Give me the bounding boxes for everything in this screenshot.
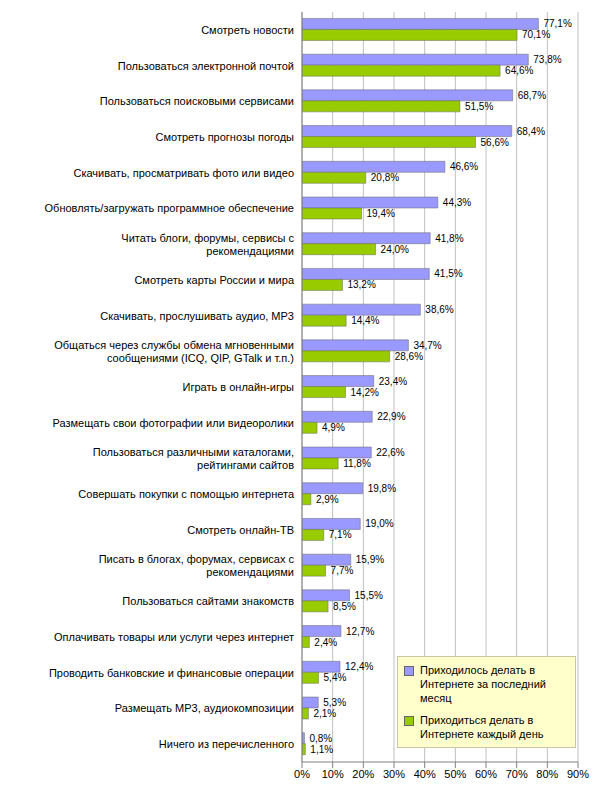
svg-text:41,8%: 41,8% — [435, 233, 463, 244]
svg-text:Проводить банковские и финансо: Проводить банковские и финансовые операц… — [49, 667, 294, 679]
svg-text:Пользоваться сайтами знакомств: Пользоваться сайтами знакомств — [122, 595, 294, 607]
svg-text:80%: 80% — [536, 768, 558, 780]
svg-text:13,2%: 13,2% — [347, 279, 375, 290]
svg-text:46,6%: 46,6% — [450, 161, 478, 172]
svg-text:2,4%: 2,4% — [314, 637, 337, 648]
svg-text:Общаться через службы обмена м: Общаться через службы обмена мгновенными… — [54, 339, 294, 364]
svg-text:70%: 70% — [506, 768, 528, 780]
svg-text:70,1%: 70,1% — [522, 29, 550, 40]
svg-text:Пользоваться различными катало: Пользоваться различными каталогами,рейти… — [93, 446, 294, 471]
svg-text:Смотреть онлайн-ТВ: Смотреть онлайн-ТВ — [187, 524, 294, 536]
svg-text:38,6%: 38,6% — [425, 304, 453, 315]
svg-text:5,4%: 5,4% — [324, 672, 347, 683]
svg-text:Смотреть карты России и мира: Смотреть карты России и мира — [134, 274, 295, 286]
svg-text:Смотреть прогнозы погоды: Смотреть прогнозы погоды — [156, 131, 295, 143]
svg-text:34,7%: 34,7% — [413, 340, 441, 351]
svg-text:40%: 40% — [414, 768, 436, 780]
svg-text:50%: 50% — [444, 768, 466, 780]
svg-text:44,3%: 44,3% — [443, 197, 471, 208]
svg-text:1,1%: 1,1% — [310, 744, 333, 755]
svg-text:60%: 60% — [475, 768, 497, 780]
svg-text:2,1%: 2,1% — [313, 708, 336, 719]
svg-text:14,2%: 14,2% — [351, 387, 379, 398]
svg-text:7,1%: 7,1% — [329, 529, 352, 540]
svg-text:0%: 0% — [294, 768, 310, 780]
svg-text:Обновлять/загружать программно: Обновлять/загружать программное обеспече… — [45, 202, 294, 214]
svg-text:56,6%: 56,6% — [481, 137, 509, 148]
svg-text:20,8%: 20,8% — [371, 172, 399, 183]
svg-text:28,6%: 28,6% — [395, 351, 423, 362]
svg-text:8,5%: 8,5% — [333, 601, 356, 612]
svg-text:Скачивать, прослушивать аудио,: Скачивать, прослушивать аудио, MP3 — [100, 310, 294, 322]
svg-text:Писать в блогах, форумах, серв: Писать в блогах, форумах, сервисах среко… — [99, 553, 295, 578]
svg-text:Размещать свои фотографии или: Размещать свои фотографии или видеоролик… — [52, 417, 294, 429]
svg-text:Смотреть новости: Смотреть новости — [201, 24, 294, 36]
svg-text:15,5%: 15,5% — [355, 590, 383, 601]
svg-text:19,8%: 19,8% — [368, 483, 396, 494]
svg-text:Размещать MP3, аудиокомпозиции: Размещать MP3, аудиокомпозиции — [115, 702, 294, 714]
svg-text:Скачивать, просматривать фото: Скачивать, просматривать фото или видео — [74, 167, 295, 179]
svg-text:Играть в онлайн-игры: Играть в онлайн-игры — [183, 381, 295, 393]
html-text:Приходиться делать в Интернете: Приходиться делать в Интернете каждый де… — [420, 714, 544, 740]
html-text:Приходилось делать в Интернете: Приходилось делать в Интернете за послед… — [420, 664, 546, 704]
svg-text:22,9%: 22,9% — [377, 411, 405, 422]
svg-text:Оплачивать товары или услуги ч: Оплачивать товары или услуги через интер… — [54, 631, 294, 643]
svg-text:Пользоваться электронной почто: Пользоваться электронной почтой — [118, 60, 294, 72]
svg-text:22,6%: 22,6% — [376, 447, 404, 458]
svg-text:11,8%: 11,8% — [343, 458, 371, 469]
svg-text:Пользоваться поисковыми сервис: Пользоваться поисковыми сервисами — [100, 95, 294, 107]
svg-text:41,5%: 41,5% — [434, 268, 462, 279]
svg-text:64,6%: 64,6% — [505, 65, 533, 76]
svg-text:30%: 30% — [383, 768, 405, 780]
svg-text:7,7%: 7,7% — [331, 565, 354, 576]
svg-text:24,0%: 24,0% — [381, 244, 409, 255]
svg-text:73,8%: 73,8% — [533, 54, 561, 65]
svg-text:23,4%: 23,4% — [379, 376, 407, 387]
svg-text:2,9%: 2,9% — [316, 494, 339, 505]
svg-text:15,9%: 15,9% — [356, 554, 384, 565]
svg-text:12,4%: 12,4% — [345, 661, 373, 672]
svg-text:20%: 20% — [352, 768, 374, 780]
svg-text:5,3%: 5,3% — [323, 697, 346, 708]
svg-text:0,8%: 0,8% — [309, 733, 332, 744]
svg-text:90%: 90% — [567, 768, 589, 780]
svg-text:Совершать покупки с помощью ин: Совершать покупки с помощью интернета — [78, 488, 295, 500]
svg-text:19,4%: 19,4% — [366, 208, 394, 219]
svg-text:4,9%: 4,9% — [322, 422, 345, 433]
svg-text:10%: 10% — [322, 768, 344, 780]
svg-text:77,1%: 77,1% — [543, 18, 571, 29]
svg-text:14,4%: 14,4% — [351, 315, 379, 326]
svg-text:51,5%: 51,5% — [465, 101, 493, 112]
svg-text:19,0%: 19,0% — [365, 518, 393, 529]
svg-text:68,7%: 68,7% — [518, 90, 546, 101]
svg-text:12,7%: 12,7% — [346, 626, 374, 637]
svg-text:Читать блоги, форумы, сервисы: Читать блоги, форумы, сервисы срекоменда… — [121, 232, 294, 257]
svg-text:68,4%: 68,4% — [517, 126, 545, 137]
svg-text:Ничего из перечисленного: Ничего из перечисленного — [159, 738, 294, 750]
